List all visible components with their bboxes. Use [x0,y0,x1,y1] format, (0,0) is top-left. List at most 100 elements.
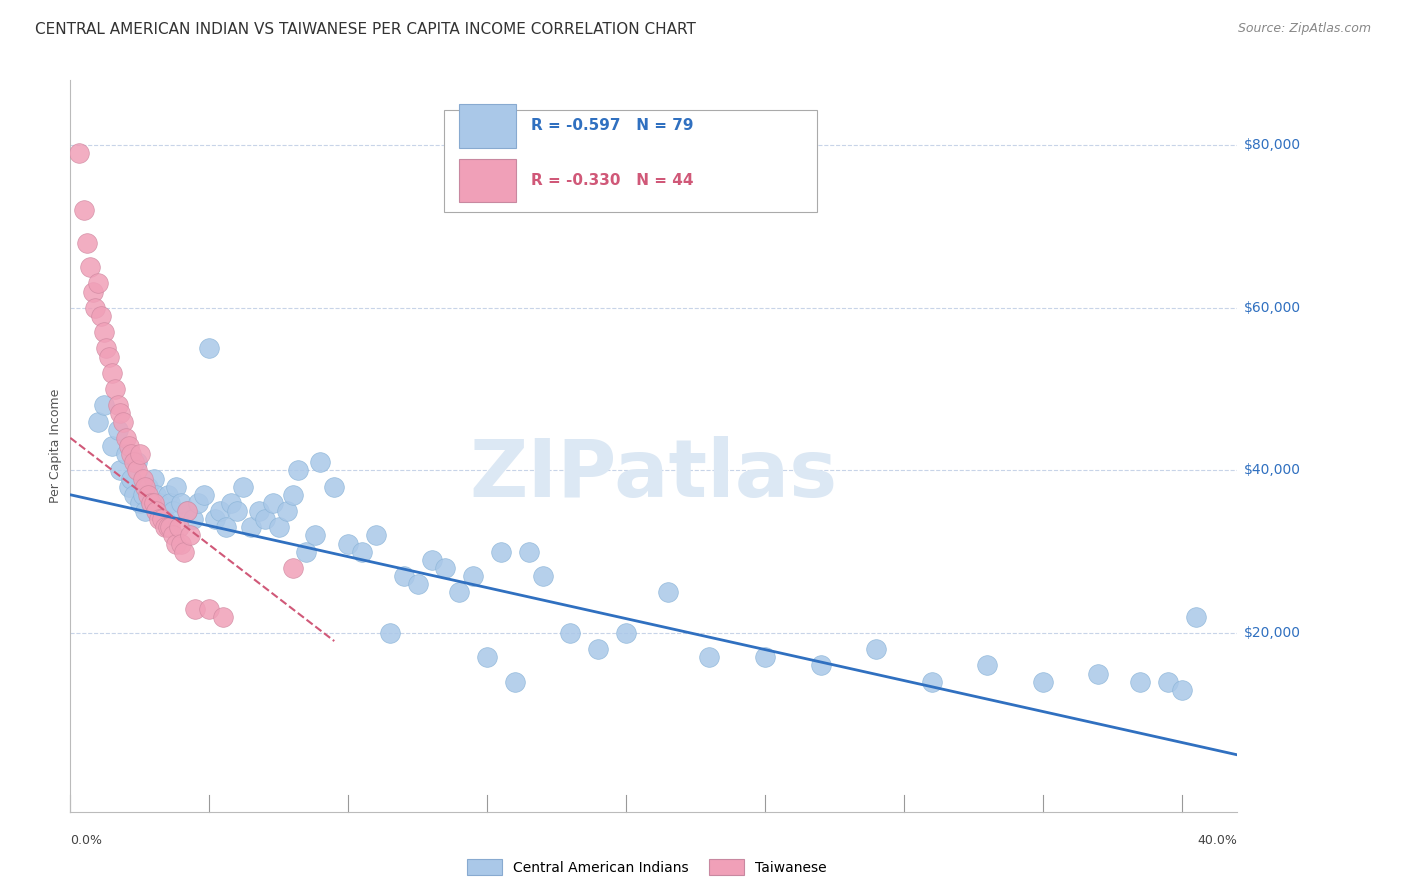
Point [73,203,96,218]
Legend: Central American Indians, Taiwanese: Central American Indians, Taiwanese [461,854,832,880]
Point [560,626,582,640]
Point [865,642,887,657]
Point [810,658,832,673]
Point [1032,674,1054,689]
Point [1129,674,1152,689]
Point [337,536,360,550]
Point [153,512,176,526]
Point [162,528,184,542]
Text: 0.0%: 0.0% [70,834,103,847]
Point [1170,682,1192,697]
Point [181,512,204,526]
Point [170,496,193,510]
FancyBboxPatch shape [444,110,817,212]
Point [198,342,221,356]
Point [531,569,554,583]
Point [253,512,276,526]
Text: 40.0%: 40.0% [1198,834,1237,847]
Point [150,512,173,526]
Point [420,553,443,567]
Point [145,488,167,502]
Point [309,455,332,469]
Point [304,528,326,542]
Point [221,496,243,510]
Point [98,350,121,364]
Point [392,569,415,583]
Point [170,536,193,550]
Point [120,447,142,461]
Point [150,504,173,518]
Point [198,601,221,615]
Point [131,488,153,502]
Point [1157,674,1180,689]
Point [976,658,998,673]
Point [87,277,110,291]
Point [139,496,162,510]
Point [120,471,142,485]
Point [262,496,284,510]
Point [921,674,943,689]
Y-axis label: Per Capita Income: Per Capita Income [49,389,62,503]
Text: $20,000: $20,000 [1244,626,1302,640]
Point [84,301,107,315]
Point [176,504,198,518]
Point [193,488,215,502]
Point [434,561,457,575]
Point [167,520,190,534]
Point [134,480,156,494]
Point [112,415,135,429]
Point [247,504,270,518]
Point [134,504,156,518]
Point [96,342,118,356]
Point [159,520,181,534]
Point [614,626,637,640]
Point [165,480,187,494]
Text: $60,000: $60,000 [1244,301,1302,315]
Point [139,496,162,510]
Point [118,480,141,494]
Point [281,561,304,575]
Point [295,544,318,558]
Point [115,431,138,445]
Point [226,504,249,518]
Point [489,544,512,558]
Point [142,496,165,510]
Text: Source: ZipAtlas.com: Source: ZipAtlas.com [1237,22,1371,36]
Text: R = -0.597   N = 79: R = -0.597 N = 79 [531,119,693,134]
Point [125,463,148,477]
Point [128,496,150,510]
Text: $40,000: $40,000 [1244,463,1302,477]
Point [122,488,145,502]
Point [110,463,132,477]
Point [159,496,181,510]
Point [107,423,129,437]
Point [406,577,429,591]
FancyBboxPatch shape [458,104,516,147]
Point [187,496,209,510]
Point [699,650,721,665]
Point [287,463,309,477]
Point [503,674,526,689]
Point [136,480,159,494]
Point [101,439,124,453]
Point [267,520,290,534]
Point [232,480,254,494]
Point [82,285,104,299]
Point [323,480,346,494]
Point [276,504,298,518]
Point [87,415,110,429]
Point [173,544,195,558]
Text: R = -0.330   N = 44: R = -0.330 N = 44 [531,173,693,188]
Point [107,398,129,412]
Point [79,260,101,275]
Point [104,382,127,396]
Point [176,504,198,518]
Point [239,520,262,534]
Point [215,520,238,534]
Point [148,496,170,510]
Point [131,471,153,485]
Point [142,471,165,485]
Point [153,520,176,534]
Point [165,536,187,550]
Point [118,439,141,453]
